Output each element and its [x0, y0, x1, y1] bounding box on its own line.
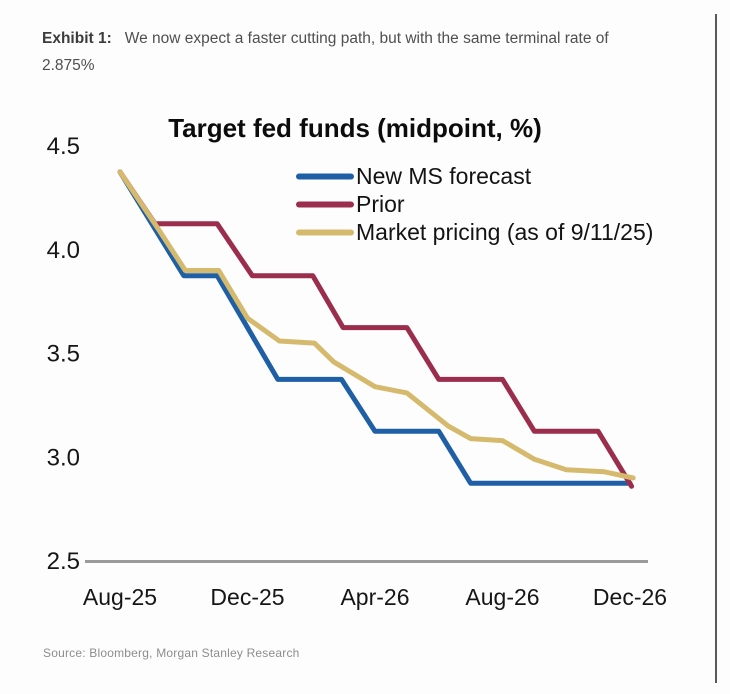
exhibit-label: Exhibit 1: [42, 30, 112, 47]
chart-legend: New MS forecast Prior Market pricing (as… [296, 163, 653, 245]
series-line-1 [117, 169, 635, 489]
series-line-2 [117, 169, 636, 481]
source-note: Source: Bloomberg, Morgan Stanley Resear… [43, 646, 300, 660]
y-tick-label-4.0: 4.0 [47, 237, 80, 264]
x-axis-tick-labels: Aug-25 Dec-25 Apr-26 Aug-26 Dec-26 [83, 584, 667, 610]
x-tick-label-Apr-26: Apr-26 [340, 584, 409, 610]
y-axis-tick-labels: 4.5 4.0 3.5 3.0 2.5 [47, 133, 80, 575]
series-line-0 [117, 169, 633, 486]
y-tick-label-2.5: 2.5 [47, 548, 80, 575]
legend-label-market-pricing: Market pricing (as of 9/11/25) [356, 219, 653, 245]
x-tick-label-Dec-26: Dec-26 [593, 584, 667, 610]
x-tick-label-Dec-25: Dec-25 [210, 584, 284, 610]
y-tick-label-3.0: 3.0 [47, 444, 80, 471]
legend-label-prior: Prior [356, 191, 405, 217]
x-tick-label-Aug-26: Aug-26 [465, 584, 539, 610]
x-tick-label-Aug-25: Aug-25 [83, 584, 157, 610]
y-tick-label-3.5: 3.5 [47, 341, 80, 368]
exhibit-caption: We now expect a faster cutting path, but… [42, 30, 609, 74]
legend-label-new-ms-forecast: New MS forecast [356, 163, 532, 189]
exhibit-header: Exhibit 1: We now expect a faster cutting… [42, 25, 662, 79]
chart-title: Target fed funds (midpoint, %) [168, 113, 542, 143]
y-tick-label-4.5: 4.5 [47, 133, 80, 160]
page-border-right [715, 14, 717, 683]
series-lines [117, 169, 636, 489]
